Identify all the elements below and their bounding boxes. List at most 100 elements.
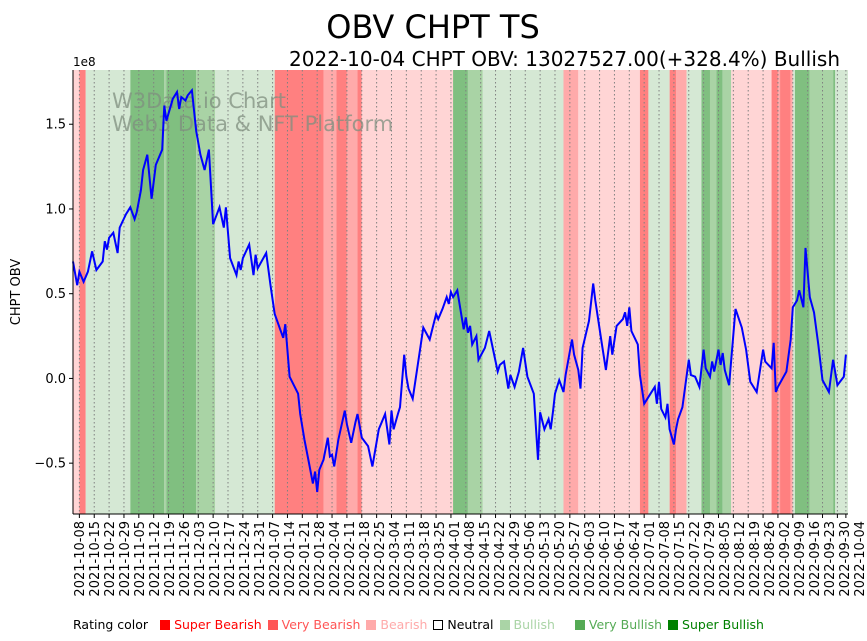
x-tick-label: 2022-06-10 bbox=[598, 521, 613, 597]
x-tick-label: 2022-05-27 bbox=[568, 521, 583, 597]
legend-swatch bbox=[366, 619, 377, 630]
legend-item: Super Bearish bbox=[160, 617, 262, 632]
band-very-bullish bbox=[794, 70, 810, 514]
band-very-bearish bbox=[771, 70, 778, 514]
x-tick-label: 2021-12-31 bbox=[253, 521, 268, 597]
legend-item: Neutral bbox=[433, 617, 494, 632]
legend-item: Bearish bbox=[366, 617, 427, 632]
x-tick-label: 2022-09-09 bbox=[793, 521, 808, 597]
band-bearish-light bbox=[731, 70, 772, 514]
x-tick-label: 2021-12-17 bbox=[223, 521, 238, 597]
y-tick-label: −0.5 bbox=[34, 457, 66, 472]
band-very-bullish bbox=[130, 70, 165, 514]
band-very-bearish bbox=[780, 70, 791, 514]
band-very-bearish bbox=[274, 70, 324, 514]
x-tick-label: 2021-12-24 bbox=[238, 521, 253, 597]
band-very-bullish bbox=[453, 70, 468, 514]
x-tick-label: 2022-08-05 bbox=[718, 521, 733, 597]
band-bearish bbox=[323, 70, 337, 514]
legend-label: Very Bullish bbox=[588, 617, 663, 632]
legend-label: Neutral bbox=[447, 617, 494, 632]
x-tick-label: 2021-10-08 bbox=[73, 521, 88, 597]
band-very-bearish bbox=[79, 70, 86, 514]
x-tick-label: 2022-07-08 bbox=[658, 521, 673, 597]
band-very-bearish bbox=[669, 70, 677, 514]
x-tick-label: 2022-01-21 bbox=[298, 521, 313, 597]
x-tick-label: 2022-04-08 bbox=[463, 521, 478, 597]
band-bearish bbox=[676, 70, 687, 514]
band-very-bearish bbox=[336, 70, 347, 514]
legend-label: Super Bearish bbox=[174, 617, 262, 632]
x-tick-label: 2022-05-13 bbox=[538, 521, 553, 597]
band-bearish-light bbox=[578, 70, 640, 514]
x-tick-label: 2022-04-15 bbox=[478, 521, 493, 597]
band-bullish-light bbox=[835, 70, 848, 514]
x-tick-label: 2022-05-20 bbox=[553, 521, 568, 597]
band-bearish bbox=[790, 70, 793, 514]
rating-legend: Rating color Super Bearish Very Bearish Be… bbox=[73, 617, 764, 632]
x-tick-label: 2022-07-29 bbox=[703, 521, 718, 597]
x-tick-label: 2021-12-03 bbox=[193, 521, 208, 597]
legend-swatch bbox=[668, 619, 679, 630]
band-bearish bbox=[777, 70, 781, 514]
x-tick-label: 2022-07-22 bbox=[688, 521, 703, 597]
band-very-bullish bbox=[166, 70, 197, 514]
x-tick-label: 2022-07-01 bbox=[643, 521, 658, 597]
band-bullish-light bbox=[686, 70, 702, 514]
x-tick-label: 2021-10-15 bbox=[88, 521, 103, 597]
x-tick-label: 2022-09-30 bbox=[838, 521, 853, 597]
legend-item: Bullish bbox=[499, 617, 569, 632]
band-bullish bbox=[196, 70, 216, 514]
x-tick-label: 2021-12-10 bbox=[208, 521, 223, 597]
x-tick-label: 2022-02-18 bbox=[358, 521, 373, 597]
legend-items: Super Bearish Very Bearish Bearish Neutral B… bbox=[154, 617, 764, 632]
band-very-bearish bbox=[639, 70, 649, 514]
band-bearish bbox=[563, 70, 579, 514]
watermark: W3Data.io Chart Web3 Data & NFT Platform bbox=[112, 89, 393, 136]
watermark-line-1: W3Data.io Chart bbox=[112, 89, 286, 113]
band-bullish bbox=[467, 70, 483, 514]
band-bullish bbox=[722, 70, 732, 514]
obv-series-line bbox=[72, 87, 847, 493]
x-tick-label: 2022-06-17 bbox=[613, 521, 628, 597]
x-tick-label: 2022-03-11 bbox=[403, 521, 418, 597]
watermark-line-2: Web3 Data & NFT Platform bbox=[112, 112, 393, 136]
x-tick-label: 2022-03-04 bbox=[388, 521, 403, 597]
y-tick-label: 1.5 bbox=[45, 118, 66, 133]
x-tick-label: 2021-11-12 bbox=[148, 521, 163, 597]
band-bearish-light bbox=[73, 70, 80, 514]
x-tick-label: 2021-11-05 bbox=[133, 521, 148, 597]
x-tick-label: 2022-02-25 bbox=[373, 521, 388, 597]
chart-subtitle: 2022-10-04 CHPT OBV: 13027527.00(+328.4%… bbox=[289, 47, 840, 71]
legend-swatch bbox=[433, 619, 444, 630]
x-tick-label: 2022-03-25 bbox=[433, 521, 448, 597]
band-bullish bbox=[164, 70, 167, 514]
legend-label: Bearish bbox=[380, 617, 428, 632]
legend-label: Super Bullish bbox=[682, 617, 764, 632]
band-bullish-light bbox=[648, 70, 670, 514]
band-very-bearish bbox=[357, 70, 362, 514]
x-tick-label: 2022-08-26 bbox=[763, 521, 778, 597]
x-tick-label: 2022-06-03 bbox=[583, 521, 598, 597]
x-tick-label: 2022-05-06 bbox=[523, 521, 538, 597]
x-tick-label: 2022-04-22 bbox=[493, 521, 508, 597]
legend-swatch bbox=[160, 619, 171, 630]
x-tick-label: 2022-04-01 bbox=[448, 521, 463, 597]
x-tick-label: 2022-07-15 bbox=[673, 521, 688, 597]
x-tick-label: 2022-03-18 bbox=[418, 521, 433, 597]
x-tick-label: 2022-10-04 bbox=[853, 521, 867, 597]
legend-item: Very Bullish bbox=[574, 617, 663, 632]
legend-swatch bbox=[267, 619, 278, 630]
x-tick-label: 2022-01-07 bbox=[268, 521, 283, 597]
x-tick-label: 2022-02-04 bbox=[328, 521, 343, 597]
band-bullish-light bbox=[792, 70, 795, 514]
y-axis-label: CHPT OBV bbox=[9, 259, 24, 326]
band-bearish bbox=[346, 70, 358, 514]
y-tick-label: 0.5 bbox=[45, 287, 66, 302]
band-bullish-light bbox=[85, 70, 131, 514]
x-tick-label: 2022-08-12 bbox=[733, 521, 748, 597]
x-tick-label: 2022-08-19 bbox=[748, 521, 763, 597]
band-bullish bbox=[809, 70, 834, 514]
